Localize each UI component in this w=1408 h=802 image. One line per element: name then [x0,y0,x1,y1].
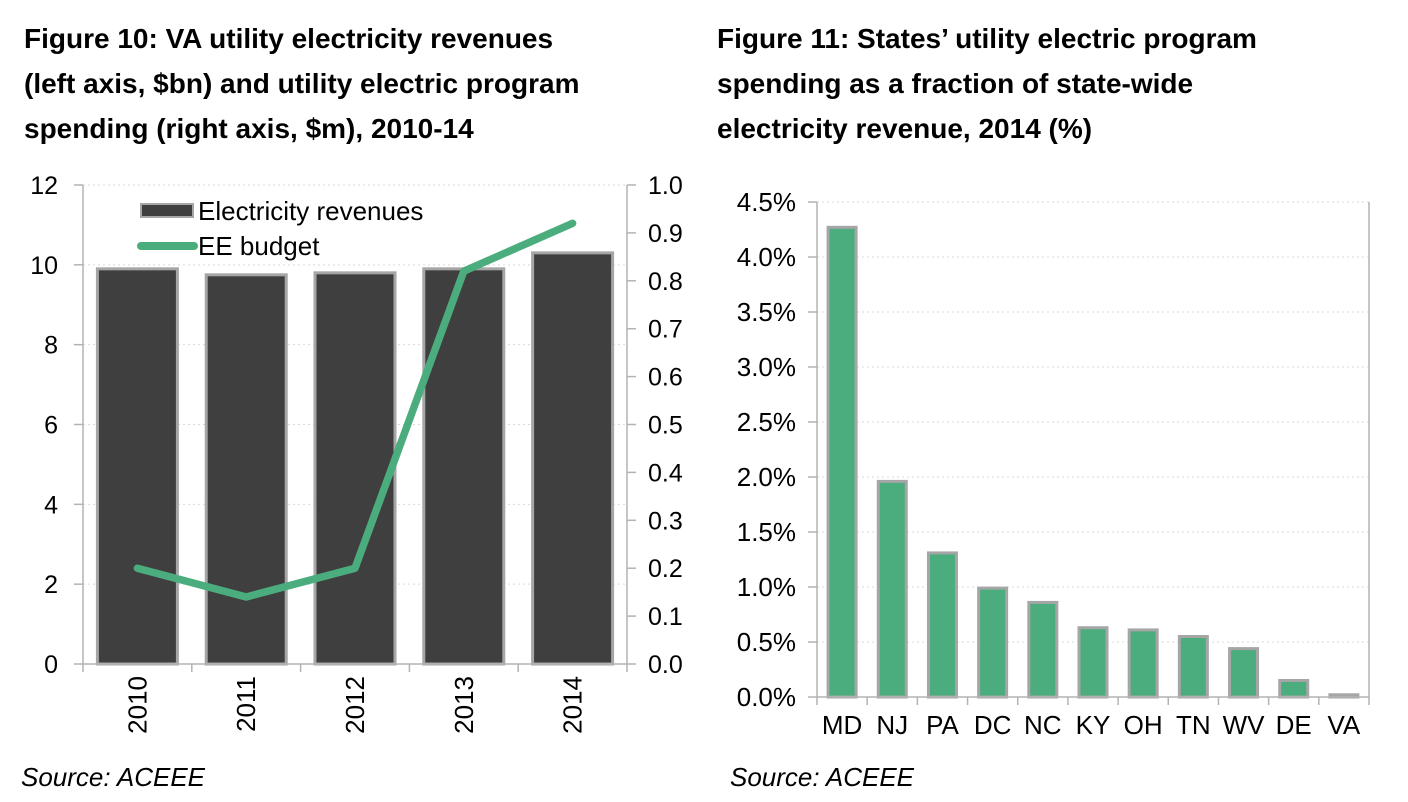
fig10-x-tick-label-2011: 2011 [231,676,261,732]
figure11-title-line2: spending as a fraction of state-wide [717,68,1194,99]
fig10-right-tick-label: 0.1 [648,603,683,631]
figure11-title-line3: electricity revenue, 2014 (%) [717,113,1093,144]
bar-2011 [204,273,288,666]
bar-KY [1077,626,1109,699]
fig11-y-tick-label: 2.0% [737,462,796,492]
figure11-source: Source: ACEEE [730,762,915,792]
legend-swatch-electricity-revenues [140,203,194,218]
bar-TN [1177,635,1209,699]
fig10-right-tick-label: 1.0 [648,172,683,200]
fig11-x-tick-label-WV: WV [1223,710,1266,740]
fig10-right-tick-label: 0.7 [648,316,683,344]
fig10-left-tick-label: 8 [44,332,58,360]
bar-2010 [95,267,179,666]
bar-2013 [422,267,506,666]
fig11-x-tick-label-NJ: NJ [876,710,908,740]
fig10-right-tick-label: 0.9 [648,220,683,248]
bar-NC [1027,600,1059,699]
fig11-y-tick-label: 1.5% [737,517,796,547]
fig10-bars-electricity-revenues [95,251,615,666]
fig10-x-tick-label-2012: 2012 [340,676,370,734]
fig10-x-tick-label-2014: 2014 [558,676,588,734]
fig11-x-tick-label-DE: DE [1276,710,1312,740]
fig11-y-tick-label: 4.0% [737,242,796,272]
figure11-chart: 0.0% 0.5% 1.0% 1.5% 2.0% 2.5% 3.0% 3.5% 4.0% 4.5%… [737,187,1370,740]
fig11-x-tick-label-VA: VA [1328,710,1361,740]
figure11-title: Figure 11: States’ utility electric prog… [717,16,1387,151]
fig11-x-tick-label-NC: NC [1024,710,1062,740]
fig10-axes [74,184,636,672]
figure10-source: Source: ACEEE [21,762,206,792]
fig10-left-tick-label: 2 [44,571,58,599]
fig11-x-tick-label-PA: PA [926,710,959,740]
figure10-title: Figure 10: VA utility electricity revenu… [24,16,694,151]
fig10-right-tick-label: 0.6 [648,364,683,392]
fig10-right-tick-label: 0.0 [648,651,683,679]
fig11-y-tick-label: 1.0% [737,572,796,602]
fig10-right-tick-label: 0.3 [648,507,683,535]
figure10-title-line2: (left axis, $bn) and utility electric pr… [24,68,580,99]
fig11-x-tick-label-DC: DC [974,710,1012,740]
bar-2012 [313,271,397,666]
bar-WV [1228,647,1260,699]
fig11-y-tick-label: 4.5% [737,187,796,217]
fig11-y-tick-label: 2.5% [737,407,796,437]
fig10-left-tick-label: 0 [44,651,58,679]
bar-MD [826,225,858,699]
fig11-y-tick-label: 3.0% [737,352,796,382]
fig10-left-axis-labels: 0 2 4 6 8 10 12 [30,172,58,679]
bar-2014 [531,251,615,666]
fig11-y-tick-label: 0.0% [737,682,796,712]
fig10-right-axis-labels: 0.0 0.1 0.2 0.3 0.4 0.5 0.6 0.7 0.8 0.9 1.0 [648,172,683,679]
fig10-x-tick-label-2013: 2013 [449,676,479,734]
fig10-left-tick-label: 10 [30,252,58,280]
fig10-legend: Electricity revenues EE budget [137,196,423,261]
fig10-right-tick-label: 0.4 [648,459,683,487]
fig11-x-tick-label-OH: OH [1124,710,1163,740]
figure10-panel: 0 2 4 6 8 10 12 0.0 0.1 0.2 0.3 0.4 0.5 0.6 0.7 0.8 0.9 1… [21,16,694,792]
fig10-right-tick-label: 0.5 [648,412,683,440]
fig10-right-tick-label: 0.2 [648,555,683,583]
legend-label-ee-budget: EE budget [198,231,320,261]
fig11-x-axis-labels: MD NJ PA DC NC KY OH TN WV DE VA [822,710,1361,740]
bar-NJ [876,479,908,699]
figure11-title-line1: Figure 11: States’ utility electric prog… [717,23,1257,54]
figure11-panel: 0.0% 0.5% 1.0% 1.5% 2.0% 2.5% 3.0% 3.5% 4.0% 4.5%… [704,0,1408,802]
fig10-left-tick-label: 12 [30,172,58,200]
fig11-y-tick-label: 0.5% [737,627,796,657]
bar-PA [926,551,958,699]
fig10-x-axis-labels: 2010 2011 2012 2013 2014 [122,676,587,734]
fig10-left-tick-label: 4 [44,491,58,519]
fig10-left-tick-label: 6 [44,412,58,440]
fig11-x-tick-label-MD: MD [822,710,862,740]
fig10-right-tick-label: 0.8 [648,268,683,296]
bar-OH [1127,628,1159,699]
fig11-axes [808,201,1370,705]
fig10-x-tick-label-2010: 2010 [122,676,152,734]
figure10-title-line1: Figure 10: VA utility electricity revenu… [24,23,554,54]
legend-label-electricity-revenues: Electricity revenues [198,196,423,226]
bar-DC [977,586,1009,699]
fig11-y-axis-labels: 0.0% 0.5% 1.0% 1.5% 2.0% 2.5% 3.0% 3.5% 4.0% 4.5% [737,187,796,712]
bar-DE [1278,679,1310,699]
figure10-title-line3: spending (right axis, $m), 2010-14 [24,113,474,144]
figure10-chart: 0 2 4 6 8 10 12 0.0 0.1 0.2 0.3 0.4 0.5 0.6 0.7 0.8 0.9 1… [30,172,683,734]
fig11-y-tick-label: 3.5% [737,297,796,327]
fig11-x-tick-label-KY: KY [1076,710,1111,740]
fig11-x-tick-label-TN: TN [1176,710,1211,740]
fig10-line-ee-budget [133,219,577,601]
fig11-bars-program-spending [826,225,1360,699]
